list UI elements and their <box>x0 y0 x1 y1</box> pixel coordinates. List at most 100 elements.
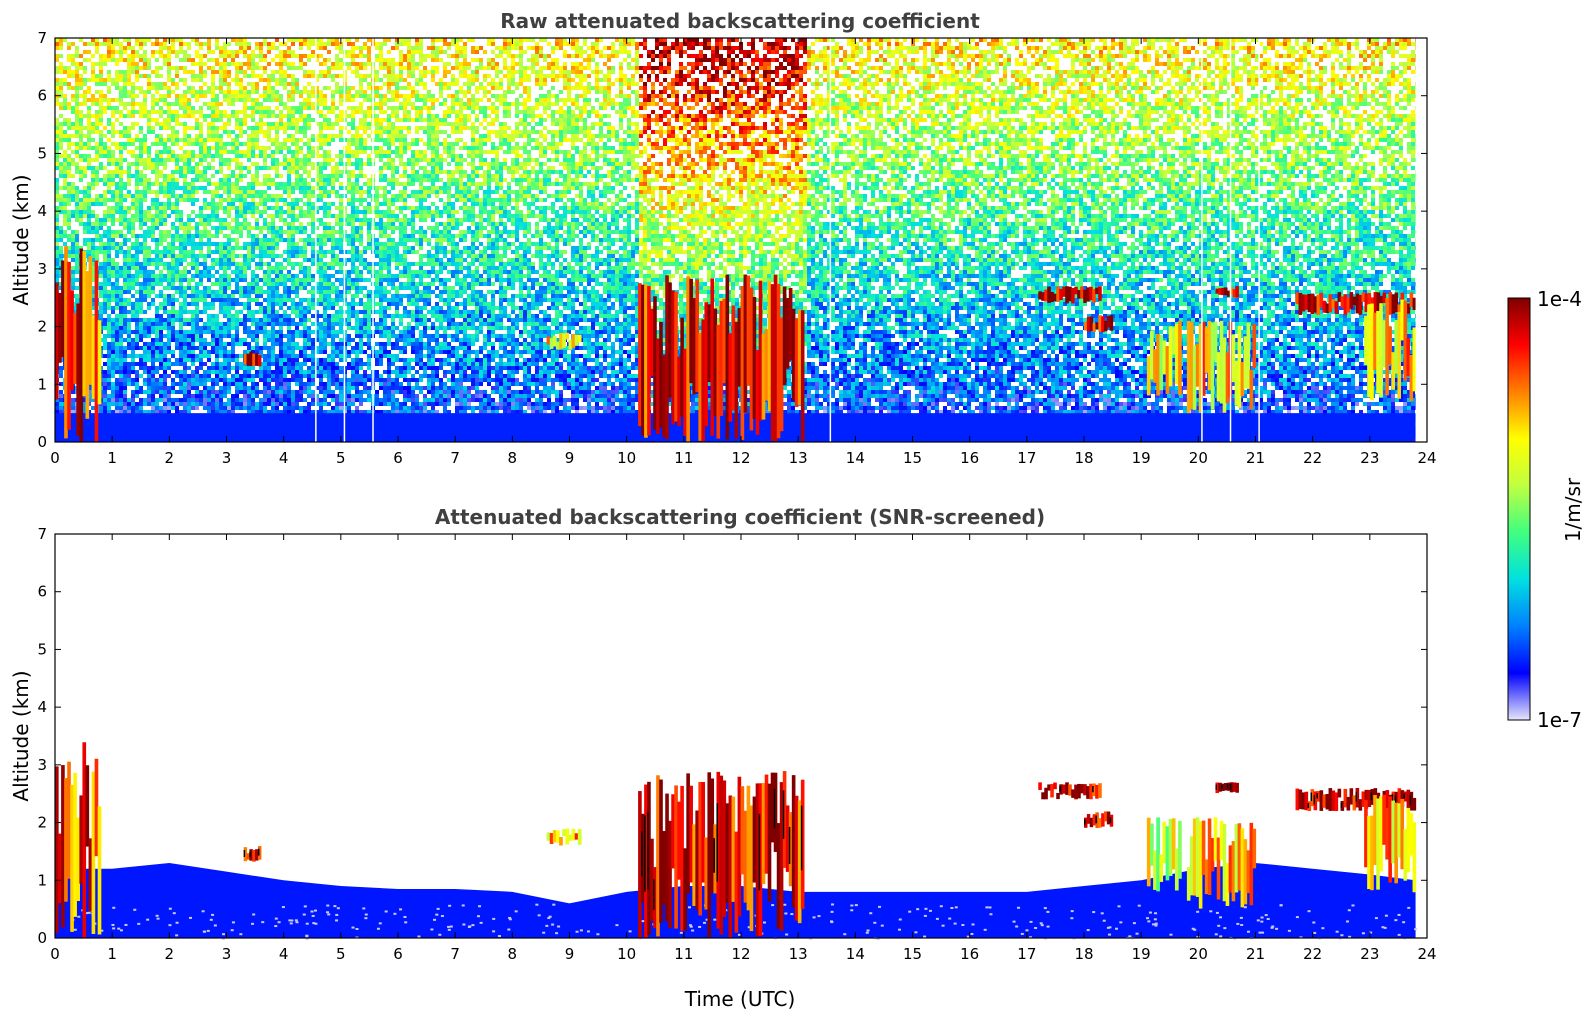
noise-cell <box>79 74 83 78</box>
noise-cell <box>87 222 91 226</box>
noise-cell <box>255 74 259 78</box>
noise-cell <box>263 386 267 390</box>
noise-cell <box>59 106 63 110</box>
noise-cell <box>95 158 99 162</box>
noise-cell <box>231 378 235 382</box>
noise-cell <box>187 242 191 246</box>
noise-cell <box>227 54 231 58</box>
noise-cell <box>271 226 275 230</box>
noise-cell <box>279 374 283 378</box>
noise-cell <box>275 170 279 174</box>
noise-cell <box>239 98 243 102</box>
noise-cell <box>91 66 95 70</box>
noise-cell <box>311 178 315 182</box>
noise-cell <box>227 194 231 198</box>
noise-cell <box>171 126 175 130</box>
noise-cell <box>291 182 295 186</box>
noise-cell <box>155 166 159 170</box>
noise-cell <box>159 278 163 282</box>
noise-cell <box>95 254 99 258</box>
noise-cell <box>207 386 211 390</box>
noise-cell <box>107 278 111 282</box>
noise-cell <box>307 90 311 94</box>
noise-cell <box>251 330 255 334</box>
noise-cell <box>219 370 223 374</box>
noise-cell <box>143 390 147 394</box>
noise-cell <box>243 186 247 190</box>
noise-cell <box>223 298 227 302</box>
noise-cell <box>279 50 283 54</box>
noise-cell <box>179 102 183 106</box>
noise-cell <box>235 166 239 170</box>
noise-cell <box>147 370 151 374</box>
noise-cell <box>303 230 307 234</box>
noise-cell <box>167 346 171 350</box>
noise-cell <box>155 334 159 338</box>
noise-cell <box>95 166 99 170</box>
noise-cell <box>107 326 111 330</box>
noise-cell <box>139 174 143 178</box>
noise-cell <box>303 238 307 242</box>
noise-cell <box>167 286 171 290</box>
noise-cell <box>155 406 159 410</box>
noise-cell <box>215 138 219 142</box>
noise-cell <box>191 398 195 402</box>
noise-cell <box>191 138 195 142</box>
noise-cell <box>243 258 247 262</box>
noise-cell <box>143 162 147 166</box>
noise-cell <box>267 194 271 198</box>
noise-cell <box>203 342 207 346</box>
noise-cell <box>311 150 315 154</box>
noise-cell <box>167 270 171 274</box>
noise-cell <box>147 402 151 406</box>
noise-cell <box>71 54 75 58</box>
noise-cell <box>95 174 99 178</box>
noise-cell <box>283 342 287 346</box>
noise-cell <box>127 62 131 66</box>
noise-cell <box>203 70 207 74</box>
noise-cell <box>295 166 299 170</box>
noise-cell <box>167 58 171 62</box>
noise-cell <box>123 394 127 398</box>
noise-cell <box>167 158 171 162</box>
noise-cell <box>279 122 283 126</box>
noise-cell <box>115 286 119 290</box>
noise-cell <box>223 122 227 126</box>
noise-cell <box>271 246 275 250</box>
noise-cell <box>151 50 155 54</box>
noise-cell <box>267 230 271 234</box>
noise-cell <box>171 78 175 82</box>
noise-cell <box>171 386 175 390</box>
noise-cell <box>179 314 183 318</box>
noise-cell <box>267 122 271 126</box>
noise-cell <box>263 162 267 166</box>
noise-cell <box>143 98 147 102</box>
noise-cell <box>91 222 95 226</box>
noise-cell <box>183 130 187 134</box>
noise-cell <box>235 406 239 410</box>
noise-cell <box>223 98 227 102</box>
noise-cell <box>131 266 135 270</box>
noise-cell <box>171 66 175 70</box>
noise-cell <box>107 298 111 302</box>
noise-cell <box>123 234 127 238</box>
noise-cell <box>295 398 299 402</box>
noise-cell <box>163 382 167 386</box>
noise-cell <box>179 242 183 246</box>
noise-cell <box>127 178 131 182</box>
noise-cell <box>243 190 247 194</box>
noise-cell <box>231 278 235 282</box>
noise-cell <box>83 94 87 98</box>
noise-cell <box>199 210 203 214</box>
noise-cell <box>119 390 123 394</box>
noise-cell <box>267 318 271 322</box>
noise-cell <box>255 282 259 286</box>
noise-cell <box>231 54 235 58</box>
noise-cell <box>163 62 167 66</box>
noise-cell <box>247 378 251 382</box>
noise-cell <box>103 166 107 170</box>
noise-cell <box>307 382 311 386</box>
noise-cell <box>239 86 243 90</box>
noise-cell <box>243 406 247 410</box>
noise-cell <box>235 278 239 282</box>
